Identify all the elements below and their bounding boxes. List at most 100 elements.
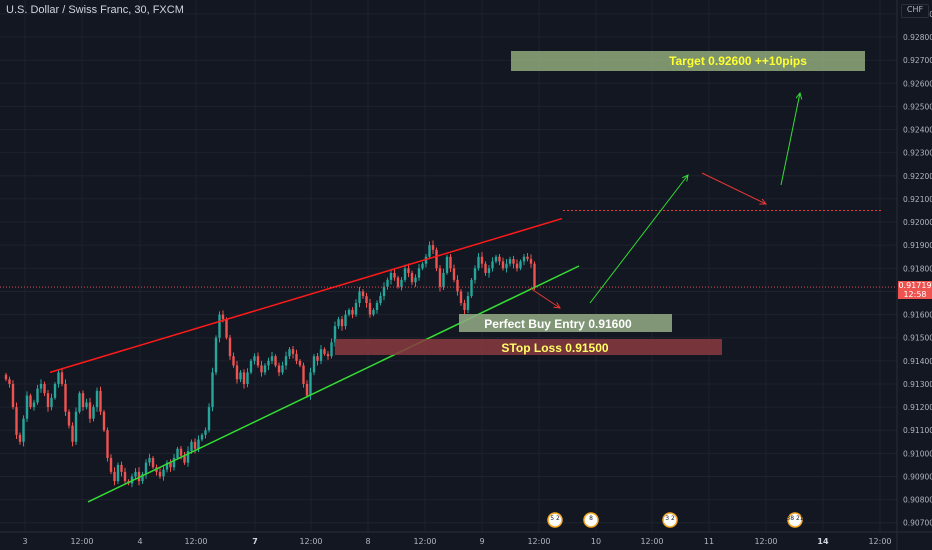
candle-body (106, 430, 108, 458)
candle-body (15, 407, 17, 435)
candle-body (397, 278, 399, 287)
candle-body (117, 465, 119, 481)
event-marker[interactable]: 3 2 (663, 513, 677, 527)
candle-body (92, 407, 94, 419)
candle-body (271, 356, 273, 361)
candle-body (477, 257, 479, 269)
candle-body (320, 349, 322, 361)
event-marker[interactable]: 38 21 (786, 513, 803, 527)
candle-body (225, 319, 227, 338)
currency-badge[interactable]: CHF (901, 4, 929, 18)
candle-body (355, 303, 357, 315)
candle-body (491, 261, 493, 268)
candle-body (40, 384, 42, 389)
candle-body (327, 354, 329, 356)
price-tick-label: 0.91300 (903, 380, 932, 389)
candle-body (201, 435, 203, 440)
candle-body (159, 472, 161, 477)
candle-body (33, 402, 35, 407)
candle-body (498, 257, 500, 262)
time-axis-label: 12:00 (868, 537, 891, 546)
candle-body (260, 365, 262, 372)
candle-body (400, 280, 402, 287)
candle-body (516, 264, 518, 269)
candle-body (292, 349, 294, 354)
candle-body (393, 273, 395, 278)
candle-body (281, 365, 283, 372)
candle-body (257, 356, 259, 365)
price-tick-label: 0.92100 (903, 195, 932, 204)
candle-body (421, 264, 423, 269)
event-marker[interactable]: 5 2 (548, 513, 562, 527)
candle-body (232, 356, 234, 365)
candle-body (134, 472, 136, 477)
candle-body (19, 435, 21, 442)
candle-body (197, 439, 199, 448)
candle-body (43, 384, 45, 393)
candle-body (278, 365, 280, 372)
candle-body (239, 372, 241, 379)
candle-body (75, 412, 77, 442)
time-axis-label: 12:00 (640, 537, 663, 546)
price-tick-label: 0.92600 (903, 79, 932, 88)
candle-body (306, 384, 308, 396)
candle-body (470, 280, 472, 296)
candle-body (250, 361, 252, 373)
candle-body (404, 268, 406, 280)
price-tick-label: 0.92800 (903, 33, 932, 42)
candle-body (341, 319, 343, 326)
time-axis-label: 12:00 (299, 537, 322, 546)
candle-body (463, 303, 465, 310)
candle-body (78, 393, 80, 412)
candle-body (222, 315, 224, 320)
candle-body (64, 384, 66, 412)
candle-body (432, 245, 434, 250)
candle-body (376, 303, 378, 310)
entry-label: Perfect Buy Entry 0.91600 (484, 317, 632, 331)
candle-body (218, 315, 220, 338)
target-label: Target 0.92600 ++10pips (669, 54, 807, 68)
candle-body (407, 268, 409, 273)
candle-body (57, 372, 59, 384)
candle-body (295, 354, 297, 361)
candle-body (449, 257, 451, 269)
price-tick-label: 0.92700 (903, 56, 932, 65)
price-tick-label: 0.91100 (903, 426, 932, 435)
event-marker-label: 8 (589, 515, 593, 522)
time-axis-label: 8 (365, 537, 370, 546)
chart-title: U.S. Dollar / Swiss Franc, 30, FXCM (6, 4, 184, 16)
candle-body (124, 472, 126, 481)
candle-body (386, 280, 388, 287)
event-marker[interactable]: 8 (584, 513, 598, 527)
candle-body (113, 472, 115, 481)
price-tick-label: 0.91900 (903, 241, 932, 250)
current-price-label: 0.91719 (898, 281, 932, 290)
arrow-up-first-leg[interactable] (590, 175, 688, 303)
candle-body (145, 463, 147, 475)
candle-body (526, 257, 528, 259)
candle-body (369, 303, 371, 315)
candle-body (89, 402, 91, 418)
time-axis-label: 12:00 (413, 537, 436, 546)
time-axis-label: 12:00 (70, 537, 93, 546)
candle-body (22, 419, 24, 442)
candle-body (120, 465, 122, 472)
price-tick-label: 0.91500 (903, 334, 932, 343)
candle-body (505, 264, 507, 269)
candle-body (299, 361, 301, 366)
candle-body (453, 268, 455, 280)
candle-body (313, 356, 315, 372)
candle-body (26, 396, 28, 419)
candle-body (442, 273, 444, 287)
bar-countdown-label: 12:58 (898, 290, 932, 299)
candle-body (512, 259, 514, 264)
time-axis-label: 12:00 (754, 537, 777, 546)
event-marker-label: 5 2 (550, 515, 560, 522)
candle-body (439, 268, 441, 287)
candle-body (348, 310, 350, 315)
candle-body (243, 372, 245, 384)
stop-label: STop Loss 0.91500 (501, 341, 608, 355)
price-tick-label: 0.90900 (903, 472, 932, 481)
candle-body (285, 356, 287, 365)
